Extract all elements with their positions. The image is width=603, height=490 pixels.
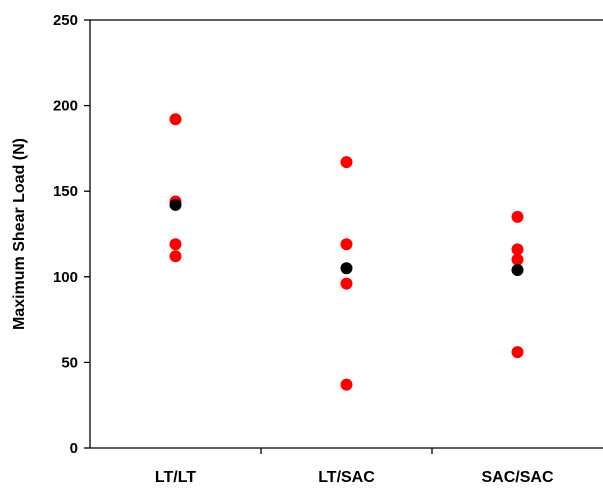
y-tick-label: 50 <box>61 354 78 371</box>
data-point-red <box>340 156 353 169</box>
data-point-red <box>511 346 524 359</box>
y-tick-label: 200 <box>53 98 78 115</box>
x-tick-label: LT/SAC <box>318 469 375 486</box>
y-tick-label: 150 <box>53 183 78 200</box>
data-point-red <box>169 238 182 251</box>
y-axis-title: Maximum Shear Load (N) <box>11 138 28 330</box>
data-point-red <box>511 210 524 223</box>
y-tick-label: 100 <box>53 269 78 286</box>
data-point-red <box>169 113 182 126</box>
y-tick-label: 0 <box>70 440 78 457</box>
x-tick-label: LT/LT <box>155 469 196 486</box>
y-tick-label: 250 <box>53 12 78 29</box>
data-point-black <box>340 262 353 275</box>
x-tick-label: SAC/SAC <box>481 469 553 486</box>
data-point-black <box>169 198 182 211</box>
data-point-red <box>340 238 353 251</box>
data-point-black <box>511 263 524 276</box>
data-point-red <box>169 250 182 263</box>
data-point-red <box>340 378 353 391</box>
data-point-red <box>340 277 353 290</box>
data-point-red <box>511 243 524 256</box>
plot-area: 0 50 100 150 200 250 LT/LT LT/SAC SAC/SAC <box>53 12 603 486</box>
data-point-red <box>511 253 524 266</box>
